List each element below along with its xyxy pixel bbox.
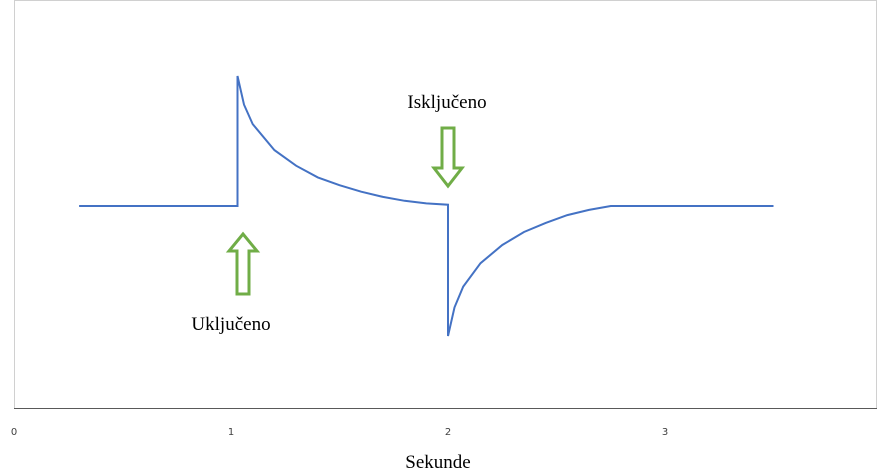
x-tick-label: 3 xyxy=(662,427,668,438)
annotation-iskljuceno: Isključeno xyxy=(407,92,486,113)
x-tick-label: 1 xyxy=(228,427,234,438)
series-line xyxy=(79,75,774,337)
up-arrow-icon xyxy=(225,231,261,296)
down-arrow-icon xyxy=(430,126,466,189)
x-axis-label: Sekunde xyxy=(405,452,470,472)
x-tick-label: 2 xyxy=(445,427,451,438)
annotation-ukljuceno: Uključeno xyxy=(191,314,270,335)
x-tick-label: 0 xyxy=(11,427,17,438)
x-tick-labels: 0 1 2 3 xyxy=(11,427,668,438)
